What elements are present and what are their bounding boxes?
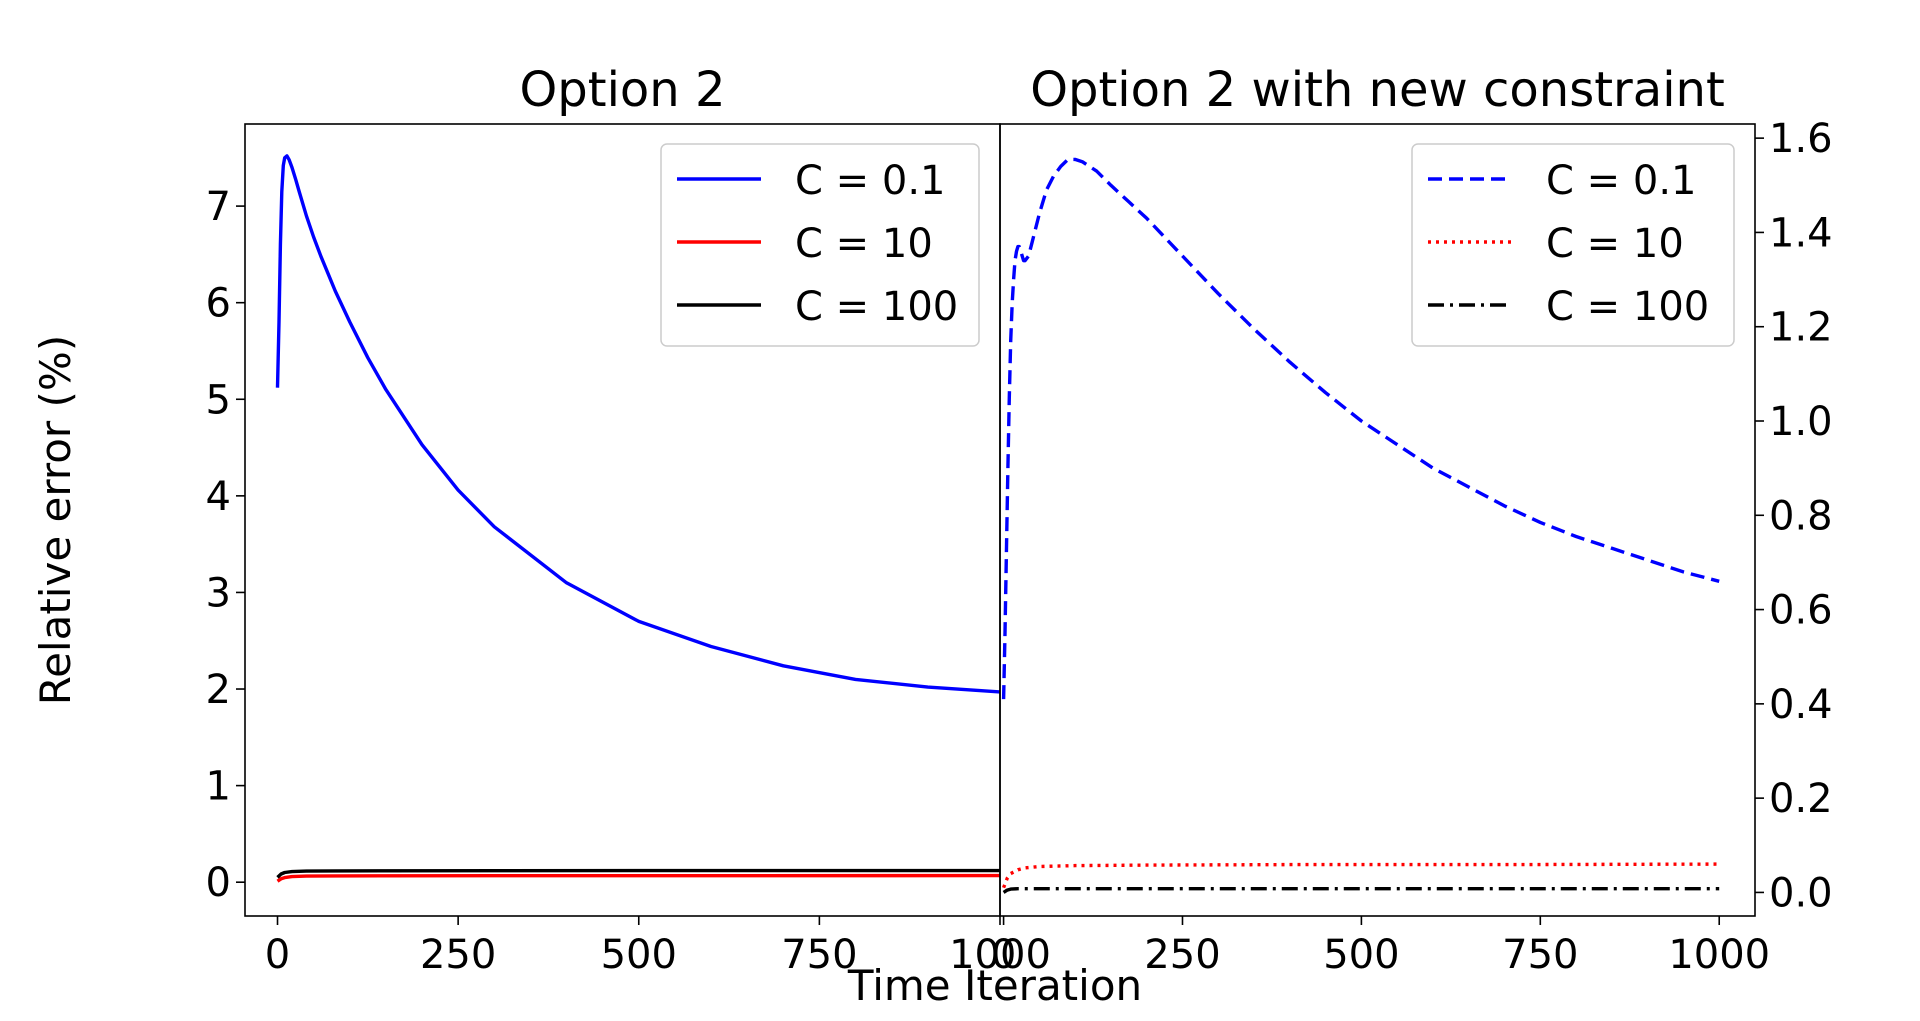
y-tick-label: 4 <box>206 474 231 520</box>
x-tick-label: 0 <box>265 932 290 978</box>
series-line-3 <box>276 868 1000 879</box>
series-line-2 <box>1002 862 1720 889</box>
y-tick-label: 6 <box>206 281 231 327</box>
x-tick-label: 750 <box>781 932 857 978</box>
x-tick-label: 1000 <box>1668 932 1770 978</box>
x-tick-label: 250 <box>420 932 496 978</box>
shared-xlabel: Time Iteration <box>847 961 1142 1010</box>
series-group <box>275 154 1000 883</box>
y-tick-label: 5 <box>206 377 231 423</box>
y-tick-label: 0.6 <box>1769 588 1833 634</box>
x-tick-label: 1000 <box>949 932 1051 978</box>
series-line-2 <box>276 873 1000 883</box>
legend-frame <box>1411 143 1735 347</box>
y-tick-label: 2 <box>206 667 231 713</box>
y-tick-label: 1 <box>206 764 231 810</box>
y-tick-label: 3 <box>206 570 231 616</box>
chart-title: Option 2 with new constraint <box>1030 62 1725 118</box>
legend: C = 0.1 C = 10 C = 100 <box>1411 143 1735 347</box>
y-tick-label: 1.4 <box>1769 210 1833 256</box>
series-line-1 <box>275 154 1000 694</box>
x-tick-label: 500 <box>1323 932 1399 978</box>
legend-frame <box>660 143 980 347</box>
shared-ylabel: Relative error (%) <box>31 335 80 705</box>
y-tick-label: 0.0 <box>1769 870 1833 916</box>
y-tick-label: 0.2 <box>1769 776 1833 822</box>
series-line-1 <box>1001 157 1720 700</box>
series-group <box>1001 157 1720 894</box>
legend-label: C = 100 <box>1546 284 1709 330</box>
x-tick-label: 750 <box>1502 932 1578 978</box>
y-tick-label: 1.2 <box>1769 305 1833 351</box>
chart-panel-2: Option 2 with new constraint 0 250 500 750 10… <box>991 62 1833 978</box>
legend-label: C = 10 <box>795 221 933 267</box>
y-tick-label: 1.0 <box>1769 399 1833 445</box>
y-tick-label: 7 <box>206 184 231 230</box>
legend-label: C = 100 <box>795 284 958 330</box>
legend: C = 0.1 C = 10 C = 100 <box>660 143 980 347</box>
series-line-3 <box>1002 887 1720 894</box>
x-tick-label: 500 <box>601 932 677 978</box>
y-tick-label: 1.6 <box>1769 116 1833 162</box>
y-tick-label: 0.8 <box>1769 493 1833 539</box>
legend-label: C = 0.1 <box>1546 158 1697 204</box>
axes-frame <box>999 123 1756 917</box>
chart-title: Option 2 <box>520 62 726 118</box>
legend-label: C = 0.1 <box>795 158 946 204</box>
x-tick-label: 0 <box>991 932 1016 978</box>
y-tick-label: 0 <box>206 860 231 906</box>
x-tick-label: 250 <box>1144 932 1220 978</box>
legend-label: C = 10 <box>1546 221 1684 267</box>
y-tick-label: 0.4 <box>1769 682 1833 728</box>
